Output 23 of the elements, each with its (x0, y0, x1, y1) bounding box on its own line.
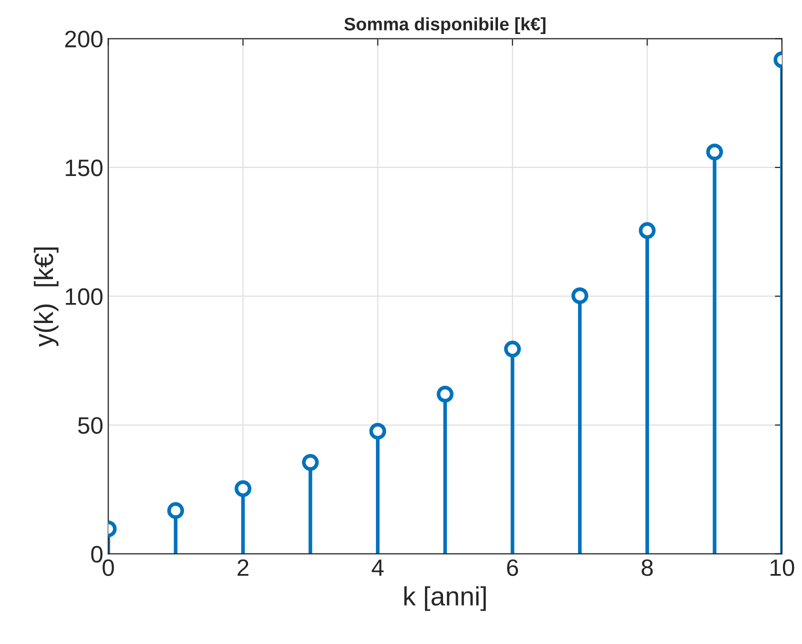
point (436, 386, 454, 403)
y-tick-label: 0 (91, 546, 102, 563)
x-axis-title: k [anni] (404, 586, 486, 611)
point (167, 502, 184, 519)
y-tick-label: 100 (66, 288, 102, 306)
chart-title: Somma disponibile [k€] (344, 17, 546, 34)
point (302, 454, 319, 471)
x-tick-label: 8 (642, 559, 653, 576)
point (571, 287, 588, 304)
x-tick-label: 0 (102, 559, 114, 576)
point (504, 340, 521, 358)
x-tick-label: 6 (507, 559, 518, 576)
x-tick-label: 4 (372, 560, 384, 576)
point (706, 144, 723, 160)
y-axis-title: y(k) [k€] (34, 248, 58, 347)
y-tick-label: 150 (66, 160, 102, 176)
point (369, 422, 386, 440)
y-tick-label: 50 (78, 417, 102, 434)
x-tick-label: 2 (238, 559, 248, 576)
x-tick-label: 10 (770, 559, 794, 576)
point (638, 222, 656, 239)
point (234, 480, 252, 498)
y-tick-label: 200 (65, 30, 102, 48)
